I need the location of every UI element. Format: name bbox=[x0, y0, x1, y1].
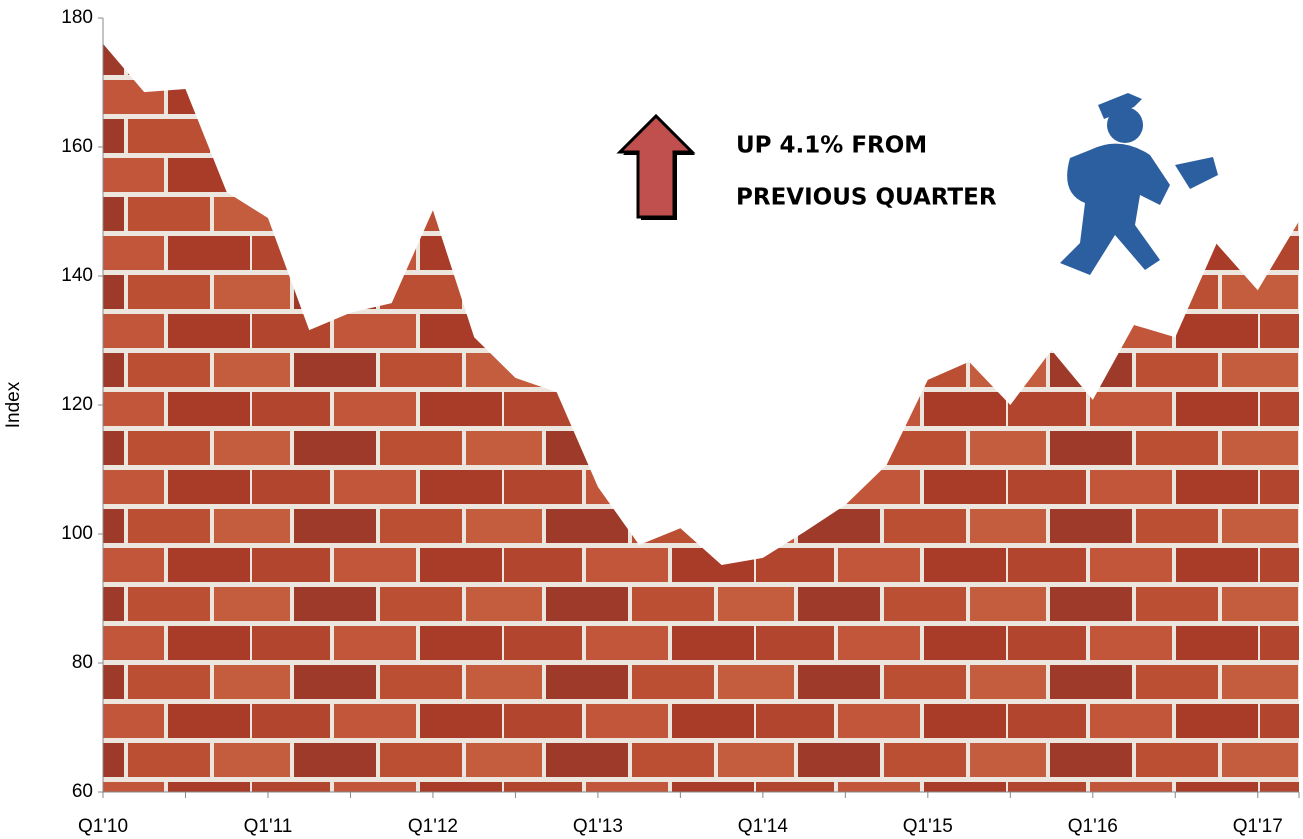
x-tick-label: Q1'12 bbox=[408, 816, 458, 837]
x-tick-label: Q1'10 bbox=[78, 816, 128, 837]
x-tick-label: Q1'13 bbox=[573, 816, 623, 837]
x-tick-label: Q1'15 bbox=[903, 816, 953, 837]
y-tick-label: 140 bbox=[61, 265, 93, 286]
x-tick-label: Q1'17 bbox=[1233, 816, 1283, 837]
chart: Index UP 4.1% FROM PREVIOUS QUARTER 60 80… bbox=[0, 0, 1303, 839]
worker-icon bbox=[1060, 93, 1218, 275]
x-tick-label: Q1'11 bbox=[244, 816, 293, 837]
y-tick-label: 160 bbox=[61, 136, 93, 157]
y-axis-label: Index bbox=[3, 381, 24, 428]
y-tick-label: 100 bbox=[61, 523, 93, 544]
y-tick-label: 60 bbox=[72, 781, 93, 802]
annotation-line: UP 4.1% FROM bbox=[736, 133, 927, 159]
y-tick-label: 80 bbox=[72, 652, 93, 673]
y-tick-label: 120 bbox=[61, 394, 93, 415]
annotation-arrow bbox=[620, 116, 695, 220]
x-tick-label: Q1'16 bbox=[1068, 816, 1118, 837]
x-tick-label: Q1'14 bbox=[738, 816, 789, 837]
annotation-line: PREVIOUS QUARTER bbox=[736, 185, 997, 211]
y-tick-label: 180 bbox=[61, 7, 93, 28]
